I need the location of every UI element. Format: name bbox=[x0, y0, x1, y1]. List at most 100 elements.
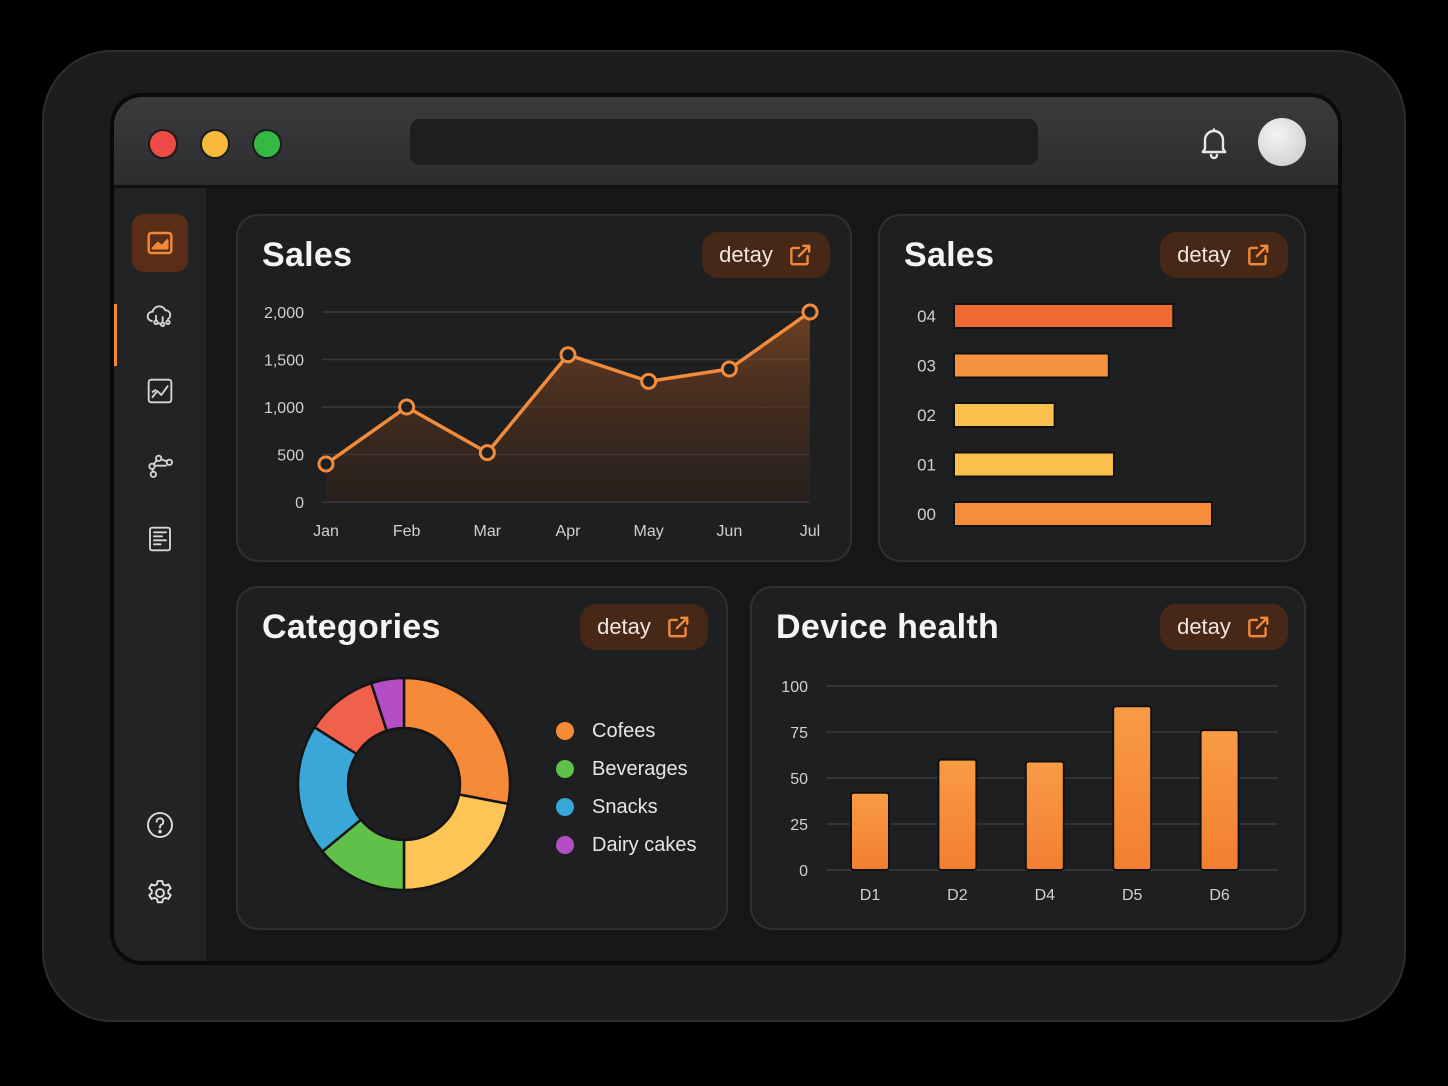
sales-hbar-chart: 04 03 02 01 00 bbox=[917, 303, 1213, 527]
legend-item: Dairy cakes bbox=[556, 826, 696, 864]
legend-label: Beverages bbox=[592, 757, 688, 780]
pie-slice bbox=[369, 676, 406, 733]
legend-label: Snacks bbox=[592, 795, 658, 818]
detail-button[interactable]: detay bbox=[1160, 232, 1288, 278]
detail-button[interactable]: detay bbox=[702, 232, 830, 278]
y-tick-label: 100 bbox=[781, 679, 808, 696]
nodes-icon bbox=[148, 454, 173, 478]
y-tick-label: 2,000 bbox=[264, 305, 304, 322]
bar bbox=[953, 501, 1213, 527]
pie-slice bbox=[402, 793, 510, 892]
cloud-link-icon bbox=[146, 305, 172, 328]
legend-label: Cofees bbox=[592, 719, 656, 742]
sidebar-item-settings[interactable] bbox=[132, 864, 188, 922]
bar bbox=[1024, 760, 1065, 871]
external-link-icon bbox=[1248, 616, 1269, 638]
x-tick-label: D5 bbox=[1122, 887, 1143, 904]
bar bbox=[1112, 705, 1153, 871]
card-title: Categories bbox=[262, 608, 441, 646]
legend-swatch bbox=[556, 760, 574, 778]
external-link-icon bbox=[1248, 244, 1269, 266]
x-tick-label: May bbox=[634, 523, 664, 540]
sidebar-item-dashboard[interactable] bbox=[132, 214, 188, 272]
minimize-button[interactable] bbox=[200, 129, 230, 159]
detail-button[interactable]: detay bbox=[1160, 604, 1288, 650]
detail-label: detay bbox=[1177, 614, 1231, 639]
chart-image-icon bbox=[147, 231, 173, 255]
sidebar-item-analytics[interactable] bbox=[132, 362, 188, 420]
bell-icon[interactable] bbox=[1196, 125, 1232, 161]
document-icon bbox=[149, 526, 171, 552]
app-window: Sales detay 0 500 1,000 1,500 2,000 Jan Feb Mar… bbox=[110, 93, 1342, 965]
legend-item: Beverages bbox=[556, 750, 696, 788]
device-health-bar-chart: 0 25 50 75 100 D1 D2 D4 D5 D6 bbox=[781, 679, 1278, 904]
data-point bbox=[478, 444, 496, 462]
x-tick-label: D2 bbox=[947, 887, 968, 904]
card-title: Device health bbox=[776, 608, 1000, 646]
close-button[interactable] bbox=[148, 129, 178, 159]
detail-button[interactable]: detay bbox=[580, 604, 708, 650]
data-point bbox=[398, 398, 416, 416]
external-link-icon bbox=[790, 244, 811, 266]
x-tick-label: Apr bbox=[556, 523, 582, 540]
data-point bbox=[559, 346, 577, 364]
bar bbox=[937, 758, 978, 872]
line-chart-icon bbox=[147, 378, 173, 404]
x-tick-label: Jan bbox=[313, 523, 339, 540]
y-tick-label: 02 bbox=[917, 406, 936, 425]
help-icon bbox=[147, 812, 173, 838]
y-tick-label: 00 bbox=[917, 505, 936, 524]
categories-donut-chart bbox=[296, 676, 512, 892]
address-bar[interactable] bbox=[410, 119, 1038, 165]
detail-label: detay bbox=[719, 242, 773, 267]
avatar[interactable] bbox=[1258, 118, 1306, 166]
detail-label: detay bbox=[597, 614, 651, 639]
detail-label: detay bbox=[1177, 242, 1231, 267]
y-tick-label: 03 bbox=[917, 357, 936, 376]
sales-bar-card: Sales detay 04 03 02 01 00 bbox=[878, 214, 1306, 562]
x-tick-label: D4 bbox=[1035, 887, 1056, 904]
data-point bbox=[317, 455, 335, 473]
title-bar bbox=[114, 97, 1338, 188]
main-content: Sales detay 0 500 1,000 1,500 2,000 Jan Feb Mar… bbox=[206, 188, 1338, 961]
active-indicator bbox=[114, 304, 117, 366]
legend-swatch bbox=[556, 798, 574, 816]
x-tick-label: D6 bbox=[1209, 887, 1230, 904]
sidebar-item-network[interactable] bbox=[132, 436, 188, 494]
legend-item: Snacks bbox=[556, 788, 696, 826]
y-tick-label: 500 bbox=[277, 448, 304, 465]
device-health-card: Device health detay 0 25 50 75 100 D1 D2 D4 D5 D6 bbox=[750, 586, 1306, 930]
sidebar-item-cloud[interactable] bbox=[132, 288, 188, 346]
bar bbox=[1199, 729, 1240, 871]
gear-icon bbox=[148, 880, 172, 904]
data-point bbox=[640, 372, 658, 390]
bar bbox=[953, 303, 1175, 329]
y-tick-label: 1,000 bbox=[264, 400, 304, 417]
categories-card: Categories detay Cofees Beverages Snacks Da… bbox=[236, 586, 728, 930]
legend-label: Dairy cakes bbox=[592, 833, 697, 856]
legend-swatch bbox=[556, 722, 574, 740]
maximize-button[interactable] bbox=[252, 129, 282, 159]
legend: Cofees Beverages Snacks Dairy cakes bbox=[556, 712, 696, 864]
x-tick-label: Feb bbox=[393, 523, 421, 540]
sidebar-item-help[interactable] bbox=[132, 796, 188, 854]
y-tick-label: 50 bbox=[790, 771, 808, 788]
data-point bbox=[801, 303, 819, 321]
y-tick-label: 01 bbox=[917, 456, 936, 475]
bar bbox=[953, 352, 1110, 379]
legend-swatch bbox=[556, 836, 574, 854]
data-point bbox=[720, 360, 738, 378]
y-tick-label: 0 bbox=[799, 863, 808, 880]
bar bbox=[953, 402, 1056, 428]
sidebar-item-reports[interactable] bbox=[132, 510, 188, 568]
y-tick-label: 75 bbox=[790, 725, 808, 742]
area-fill bbox=[326, 312, 810, 502]
bar bbox=[850, 791, 890, 871]
x-tick-label: Mar bbox=[474, 523, 502, 540]
y-tick-label: 0 bbox=[295, 495, 304, 512]
y-tick-label: 25 bbox=[790, 817, 808, 834]
sales-line-chart: 0 500 1,000 1,500 2,000 Jan Feb Mar Apr May Jun Jul bbox=[264, 303, 820, 540]
pie-slice bbox=[402, 676, 512, 806]
x-tick-label: Jun bbox=[716, 523, 742, 540]
y-tick-label: 04 bbox=[917, 307, 936, 326]
